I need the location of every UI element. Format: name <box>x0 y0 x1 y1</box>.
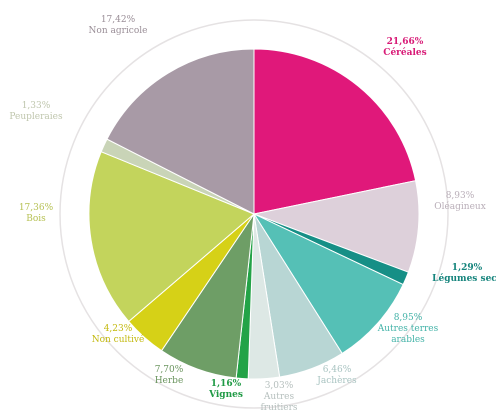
pie-slice-bois <box>88 151 255 323</box>
pie-slice-oleagineux <box>252 180 420 273</box>
slice-label-group: 21,66%Céréales <box>383 37 426 58</box>
slice-name-label: Oléagineux <box>434 201 486 212</box>
slice-label-group: 1,29%Légumes secs <box>432 263 496 284</box>
slice-label-group: 1,16%Vignes <box>208 379 243 400</box>
slice-name-label: Non agricole <box>89 26 148 36</box>
slice-percent-label: 1,33% <box>22 101 51 111</box>
slice-name-label: Légumes secs <box>432 273 496 284</box>
slice-label-group: 8,93%Oléagineux <box>434 191 486 212</box>
pie-slice-cereales <box>253 48 417 215</box>
slice-percent-label: 4,23% <box>104 324 133 334</box>
slice-percent-label: 1,16% <box>211 379 242 389</box>
slice-label-group: 1,33%Peupleraies <box>9 101 63 122</box>
slice-percent-label: 1,29% <box>452 263 483 273</box>
slice-percent-label: 17,42% <box>101 15 136 25</box>
outer-ring <box>59 19 449 409</box>
slice-labels: 21,66%Céréales 8,93%Oléagineux 1,29%Légume… <box>9 15 496 413</box>
slice-label-group: 6,46%Jachères <box>316 365 357 386</box>
slice-name-label: arables <box>391 335 425 345</box>
slice-name-label: Peupleraies <box>9 112 63 122</box>
slice-name-label: Autres <box>263 392 295 402</box>
slice-label-group: 17,42%Non agricole <box>89 15 148 36</box>
slice-name-label: Non cultivé <box>92 334 145 345</box>
slice-percent-label: 8,93% <box>446 191 475 201</box>
pie-slice-autres-terres-arables <box>252 212 404 355</box>
slice-name-label: fruitiers <box>260 403 297 413</box>
slice-label-group: 7,70%Herbe <box>155 365 184 386</box>
pie-slice-non-agricole <box>106 48 255 215</box>
pie-slices <box>88 48 420 380</box>
slice-percent-label: 21,66% <box>387 37 424 47</box>
slice-percent-label: 6,46% <box>323 365 352 375</box>
slice-percent-label: 8,95% <box>394 313 423 323</box>
slice-name-label: Bois <box>26 214 46 224</box>
slice-name-label: Vignes <box>208 390 243 400</box>
slice-name-label: Céréales <box>383 47 426 58</box>
slice-percent-label: 7,70% <box>155 365 184 375</box>
slice-percent-label: 3,03% <box>265 381 294 391</box>
slice-label-group: 17,36%Bois <box>19 203 54 224</box>
slice-label-group: 4,23%Non cultivé <box>92 324 145 345</box>
slice-name-label: Jachères <box>316 375 357 386</box>
slice-name-label: Autres terres <box>377 324 439 334</box>
slice-percent-label: 17,36% <box>19 203 54 213</box>
slice-name-label: Herbe <box>155 376 184 386</box>
